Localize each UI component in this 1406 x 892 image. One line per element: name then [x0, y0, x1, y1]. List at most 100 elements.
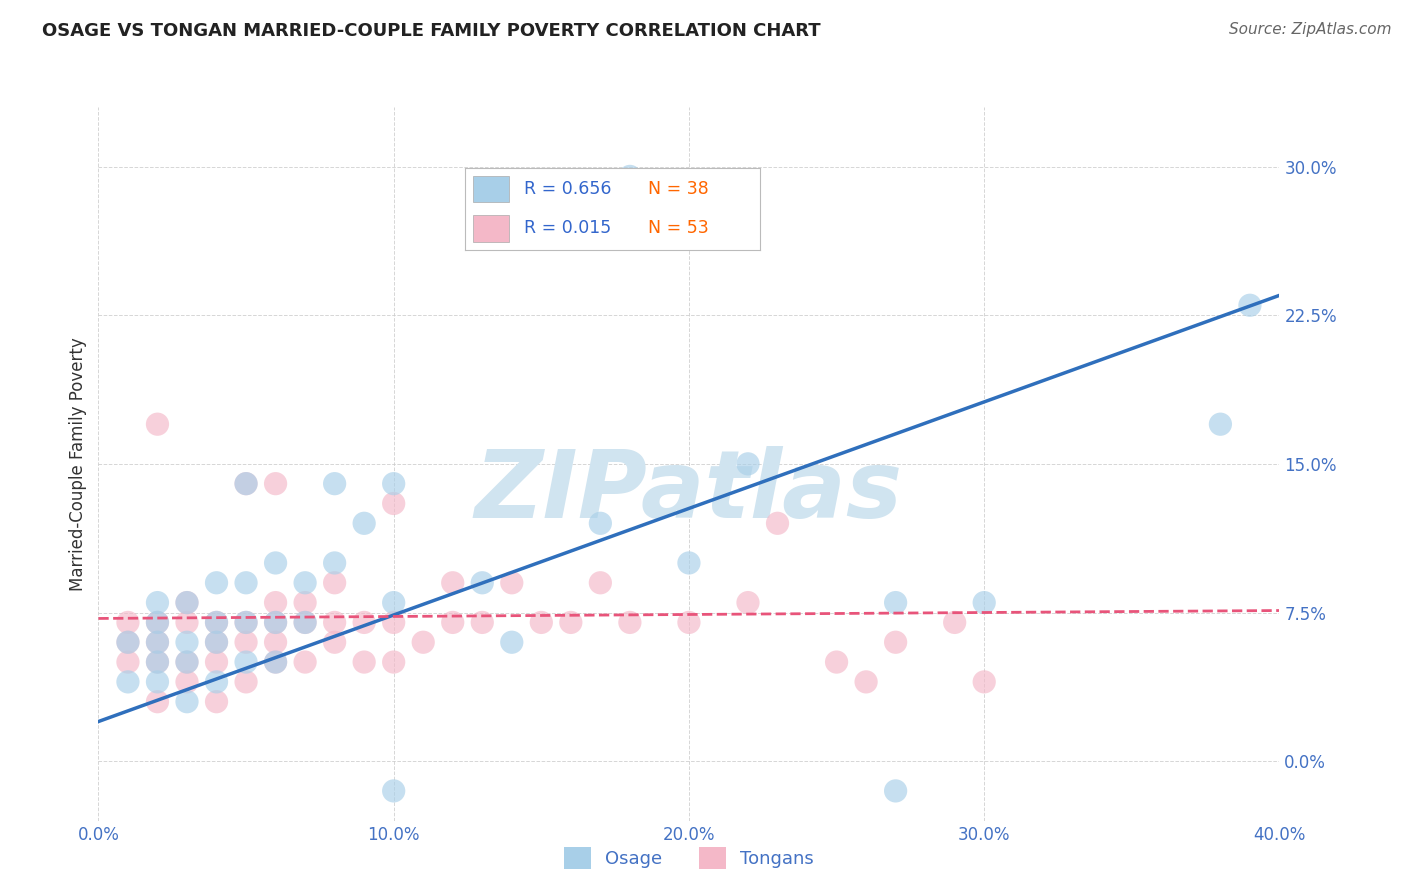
Point	[264, 635, 287, 649]
Point	[501, 575, 523, 590]
Point	[973, 674, 995, 689]
Point	[117, 615, 139, 630]
Y-axis label: Married-Couple Family Poverty: Married-Couple Family Poverty	[69, 337, 87, 591]
Point	[294, 615, 316, 630]
Point	[501, 635, 523, 649]
Text: N = 53: N = 53	[648, 219, 709, 237]
Point	[235, 615, 257, 630]
Point	[678, 615, 700, 630]
Point	[176, 695, 198, 709]
Point	[205, 674, 228, 689]
Point	[264, 655, 287, 669]
Point	[176, 596, 198, 610]
Point	[264, 476, 287, 491]
Point	[412, 635, 434, 649]
Point	[619, 615, 641, 630]
Point	[441, 615, 464, 630]
Point	[117, 635, 139, 649]
Point	[146, 417, 169, 432]
Point	[205, 635, 228, 649]
Point	[264, 556, 287, 570]
Point	[176, 596, 198, 610]
Point	[766, 516, 789, 531]
Point	[176, 655, 198, 669]
Point	[205, 615, 228, 630]
Text: OSAGE VS TONGAN MARRIED-COUPLE FAMILY POVERTY CORRELATION CHART: OSAGE VS TONGAN MARRIED-COUPLE FAMILY PO…	[42, 22, 821, 40]
Point	[146, 596, 169, 610]
Point	[471, 575, 494, 590]
Point	[737, 596, 759, 610]
Point	[323, 476, 346, 491]
Text: Source: ZipAtlas.com: Source: ZipAtlas.com	[1229, 22, 1392, 37]
FancyBboxPatch shape	[474, 176, 509, 202]
Point	[382, 476, 405, 491]
Point	[943, 615, 966, 630]
Point	[353, 615, 375, 630]
Point	[146, 635, 169, 649]
Point	[382, 615, 405, 630]
Point	[382, 496, 405, 510]
Point	[678, 556, 700, 570]
Point	[973, 596, 995, 610]
Text: R = 0.656: R = 0.656	[523, 180, 612, 198]
Text: R = 0.015: R = 0.015	[523, 219, 610, 237]
Point	[353, 655, 375, 669]
Point	[884, 596, 907, 610]
Point	[382, 596, 405, 610]
Point	[560, 615, 582, 630]
Point	[294, 655, 316, 669]
Point	[264, 596, 287, 610]
Point	[619, 169, 641, 184]
Point	[205, 655, 228, 669]
Point	[146, 674, 169, 689]
Point	[176, 655, 198, 669]
Point	[235, 575, 257, 590]
Point	[117, 674, 139, 689]
FancyBboxPatch shape	[474, 215, 509, 242]
Point	[1209, 417, 1232, 432]
Point	[382, 655, 405, 669]
Point	[294, 615, 316, 630]
Point	[589, 575, 612, 590]
Point	[235, 476, 257, 491]
Point	[176, 674, 198, 689]
Point	[235, 674, 257, 689]
Point	[441, 575, 464, 590]
Point	[264, 615, 287, 630]
Point	[205, 575, 228, 590]
Point	[146, 695, 169, 709]
Point	[264, 655, 287, 669]
Point	[884, 784, 907, 798]
Point	[146, 615, 169, 630]
Point	[235, 635, 257, 649]
Point	[323, 615, 346, 630]
Point	[205, 615, 228, 630]
Point	[176, 615, 198, 630]
Point	[235, 655, 257, 669]
Point	[294, 575, 316, 590]
Point	[146, 615, 169, 630]
Point	[737, 457, 759, 471]
Point	[146, 655, 169, 669]
Point	[884, 635, 907, 649]
Point	[264, 615, 287, 630]
Point	[323, 556, 346, 570]
Point	[117, 655, 139, 669]
Point	[146, 635, 169, 649]
Point	[323, 575, 346, 590]
Point	[825, 655, 848, 669]
Point	[353, 516, 375, 531]
Point	[589, 516, 612, 531]
Point	[235, 476, 257, 491]
Point	[294, 596, 316, 610]
Point	[323, 635, 346, 649]
Point	[1239, 298, 1261, 312]
Point	[235, 615, 257, 630]
Text: N = 38: N = 38	[648, 180, 709, 198]
Text: ZIPatlas: ZIPatlas	[475, 446, 903, 539]
Point	[205, 695, 228, 709]
Point	[205, 635, 228, 649]
Point	[382, 784, 405, 798]
Point	[530, 615, 553, 630]
Point	[146, 655, 169, 669]
